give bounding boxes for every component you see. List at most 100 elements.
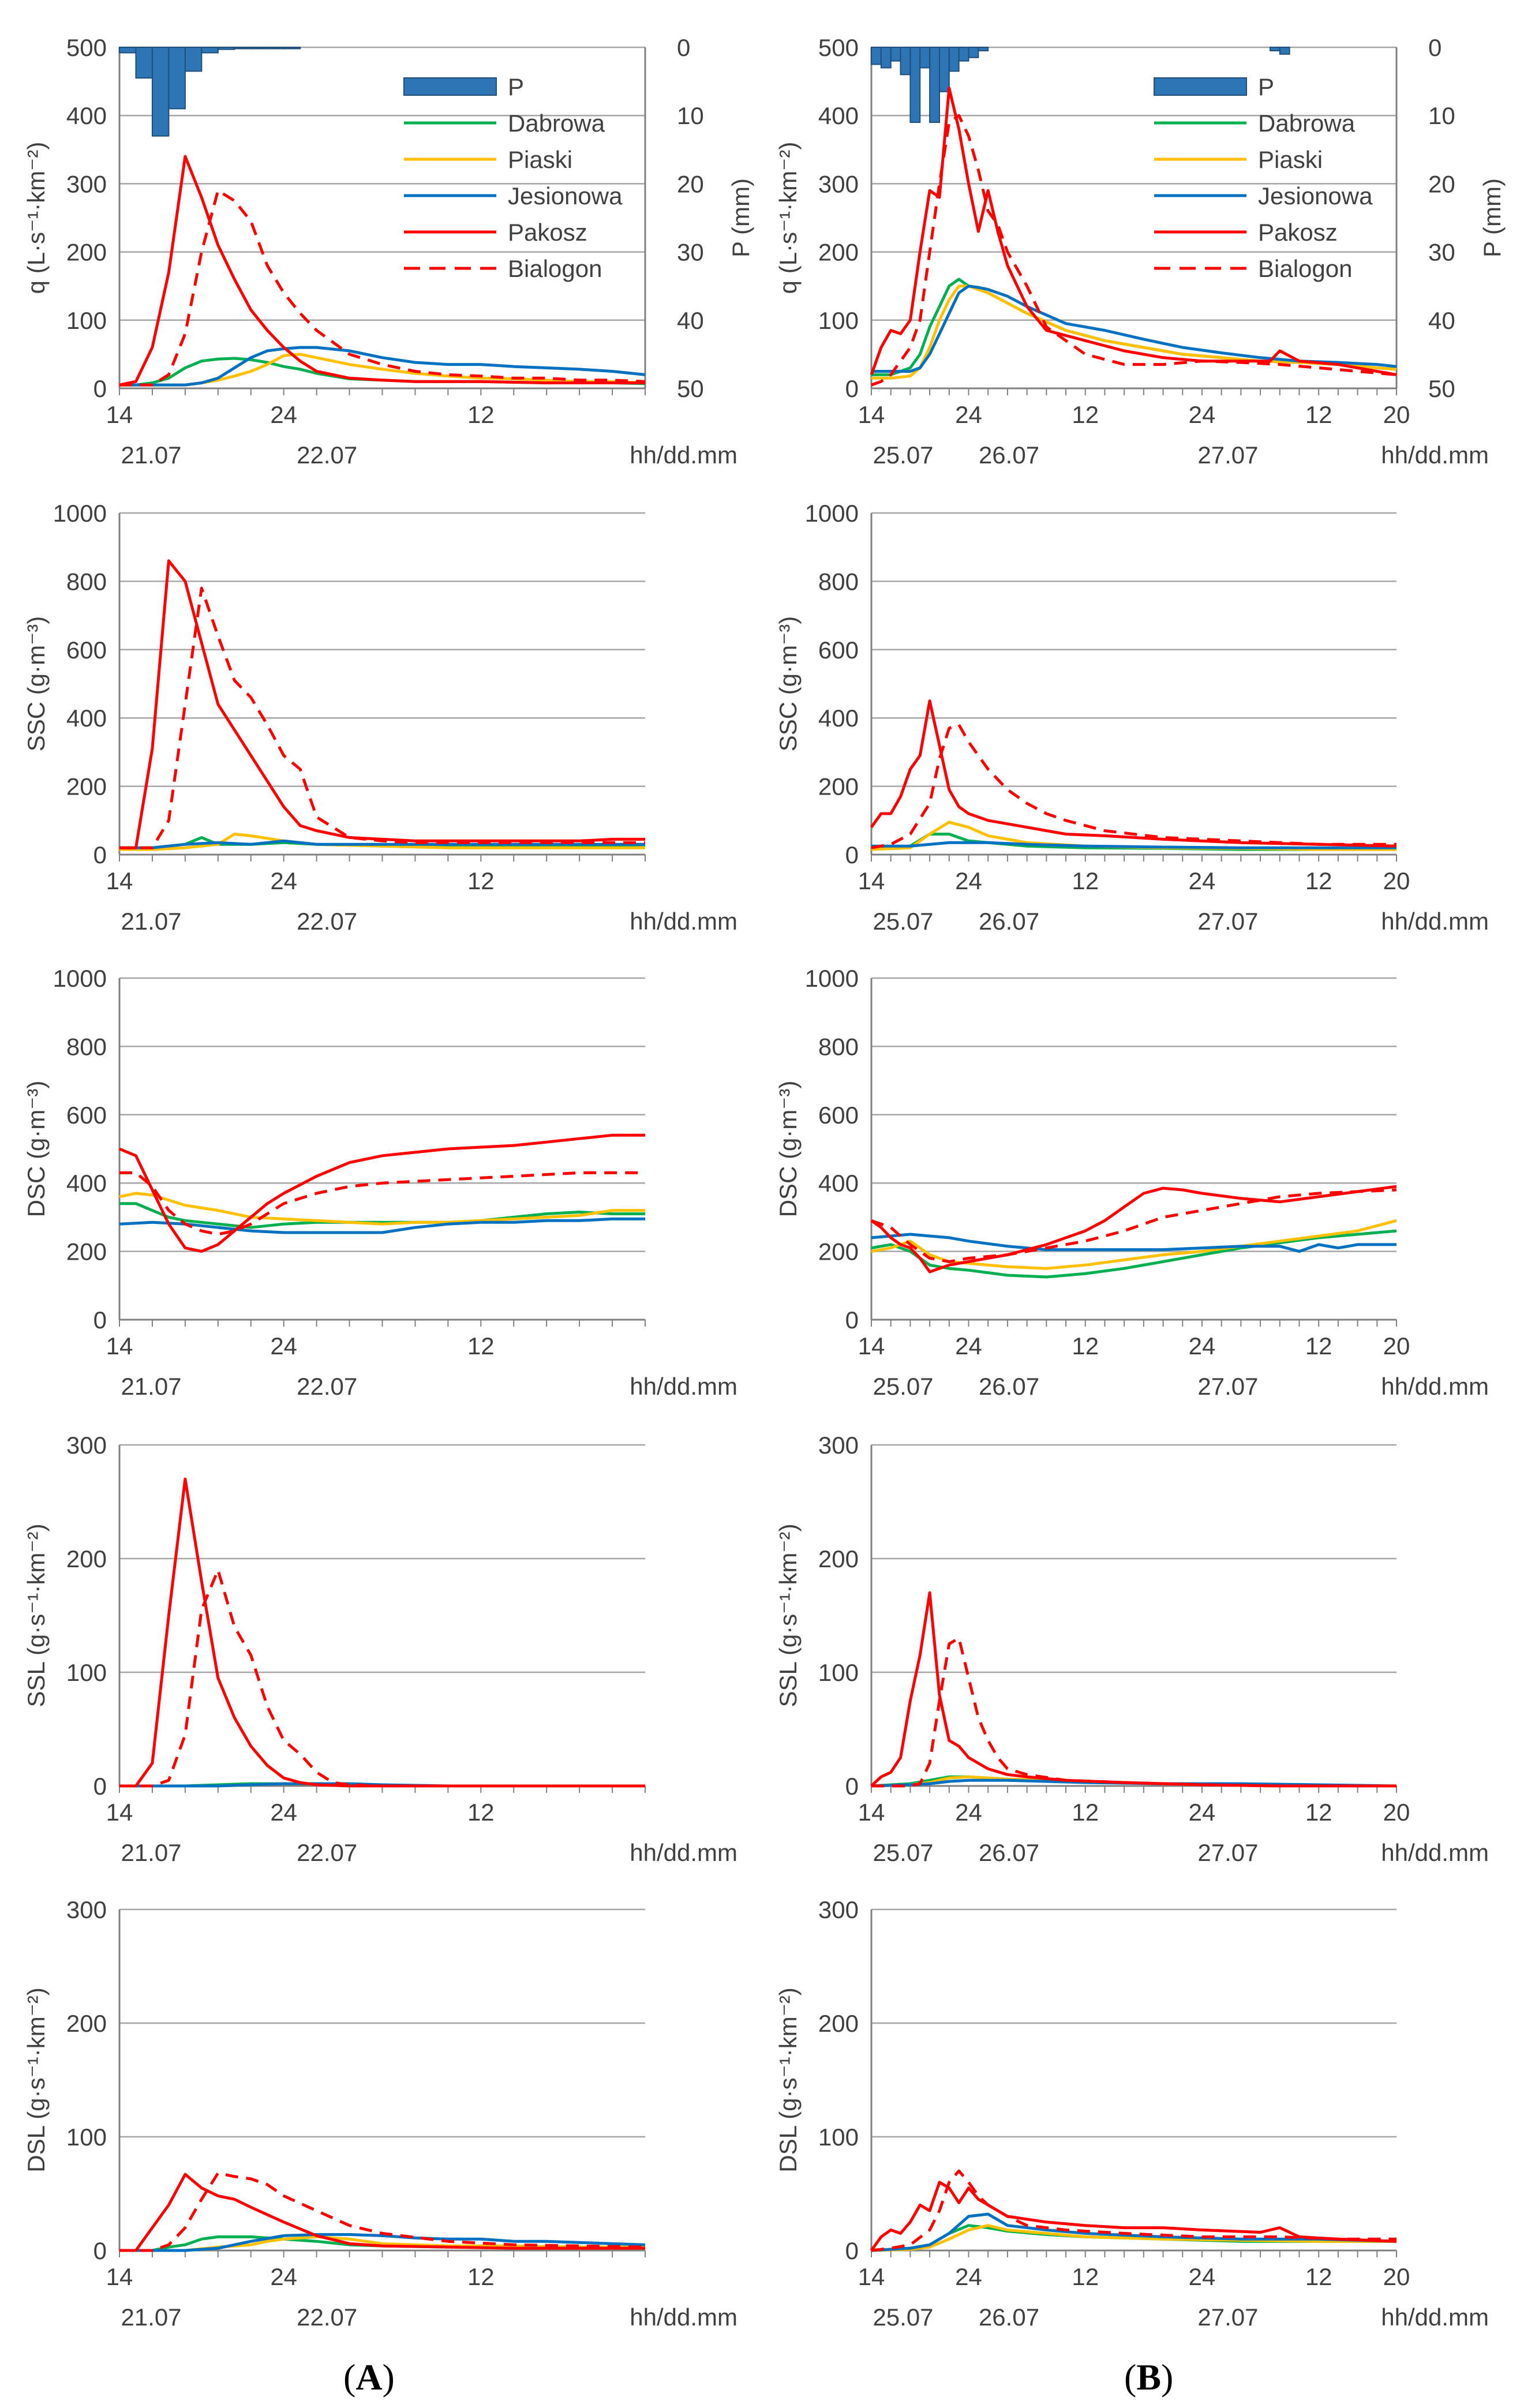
precip-bar [217, 47, 235, 50]
y2-tick-label: 50 [1428, 375, 1455, 402]
panel-label-a: (A) [343, 2357, 395, 2398]
x-date-label: 26.07 [979, 908, 1039, 935]
y-tick-label: 400 [818, 102, 859, 129]
y-tick-label: 100 [818, 307, 859, 334]
y-tick-label: 200 [818, 2010, 859, 2037]
y-tick-label: 800 [66, 1033, 107, 1060]
y-tick-label: 0 [845, 841, 859, 868]
y2-tick-label: 10 [677, 102, 704, 129]
series-line-jesionowa [119, 839, 645, 849]
y-axis-label: SSC (g·m⁻³) [23, 616, 50, 752]
x-tick-label: 24 [270, 867, 297, 894]
precip-bar [871, 47, 882, 65]
y2-tick-label: 0 [677, 34, 690, 61]
y-tick-label: 0 [93, 1773, 107, 1800]
series-line-pakosz [870, 699, 1397, 848]
precip-bar [1269, 47, 1281, 51]
x-tick-label: 12 [467, 401, 495, 428]
y-tick-label: 100 [818, 1659, 859, 1686]
x-date-label: 22.07 [297, 2304, 357, 2331]
panel-a-row-3: 0 200 400 600 800 1000 14 24 12 21.07 22.07 hh/dd.m… [23, 965, 737, 1400]
y-tick-label: 0 [93, 2237, 107, 2264]
series-line-piaski [119, 1192, 645, 1226]
precip-bar [890, 47, 901, 62]
x-date-label: 27.07 [1197, 1839, 1258, 1866]
precip-bar [929, 47, 940, 123]
y-axis-label: DSL (g·s⁻¹·km⁻²) [774, 1987, 802, 2172]
y-tick-label: 300 [66, 1432, 107, 1459]
x-date-label: 21.07 [121, 908, 181, 935]
x-tick-label: 24 [955, 1332, 982, 1360]
panel-a-row-5: 0 100 200 300 14 24 12 21.07 22.07 hh/dd.mm DSL (g… [23, 1896, 737, 2331]
y-tick-label: 1000 [805, 500, 859, 527]
y-tick-label: 1000 [805, 965, 859, 992]
legend-label: Bialogon [508, 255, 602, 282]
series-line-pakosz [119, 1133, 645, 1253]
y-tick-label: 1000 [53, 500, 107, 527]
panel-letter-b: B [1136, 2357, 1161, 2398]
series-line-pakosz [870, 1185, 1397, 1274]
y-tick-label: 600 [66, 636, 107, 664]
x-tick-label: 14 [858, 1799, 885, 1826]
y-axis-label: SSC (g·m⁻³) [774, 616, 802, 752]
x-tick-label: 20 [1383, 1799, 1410, 1826]
x-date-label: 26.07 [979, 2304, 1039, 2331]
x-date-label: 25.07 [873, 441, 933, 469]
series-line-jesionowa [119, 1217, 645, 1234]
series-line-bialogon [871, 1188, 1397, 1263]
y-tick-label: 400 [66, 705, 107, 732]
series-line-pakosz [119, 1477, 645, 1788]
x-tick-label: 12 [1072, 2263, 1099, 2290]
y-tick-label: 400 [818, 705, 859, 732]
x-tick-label: 14 [106, 867, 133, 894]
y-tick-label: 600 [818, 1102, 859, 1129]
legend-label: Pakosz [1258, 219, 1338, 246]
y2-axis-label: P (mm) [727, 178, 754, 257]
x-date-label: 25.07 [873, 2304, 933, 2331]
precip-bar [919, 47, 931, 69]
series-line-jesionowa [871, 1778, 1397, 1788]
x-tick-label: 14 [858, 401, 885, 428]
panel-b-row-2: 0 200 400 600 800 1000 14 24 12 24 12 20 25.07 26.07 2… [774, 500, 1489, 935]
series-line-bialogon [871, 2169, 1397, 2252]
series-line-jesionowa [871, 2212, 1397, 2252]
precip-bar [948, 47, 960, 72]
x-tick-label: 24 [1189, 2263, 1216, 2290]
y-tick-label: 400 [66, 1170, 107, 1197]
x-tick-label: 12 [1305, 401, 1332, 428]
y-tick-label: 300 [66, 1896, 107, 1923]
precip-bar [880, 47, 892, 69]
series-line-pakosz [870, 1591, 1397, 1788]
legend-label: P [508, 73, 524, 100]
x-tick-label: 24 [270, 1332, 297, 1360]
y-tick-label: 400 [66, 102, 107, 129]
panel-a-row-2: 0 200 400 600 800 1000 14 24 12 21.07 22.07 hh/dd.m… [23, 500, 737, 935]
x-unit-label: hh/dd.mm [630, 441, 737, 469]
y-tick-label: 800 [66, 568, 107, 595]
x-unit-label: hh/dd.mm [630, 1839, 737, 1866]
panel-b-row-5: 0 100 200 300 14 24 12 24 12 20 25.07 26.07 27.07 hh/… [774, 1896, 1489, 2331]
series-line-bialogon [119, 1568, 645, 1788]
y2-tick-label: 30 [677, 239, 704, 266]
y-tick-label: 200 [66, 1545, 107, 1572]
y-tick-label: 200 [818, 239, 859, 266]
precip-bar [900, 47, 911, 76]
y-tick-label: 200 [66, 773, 107, 800]
legend-label: P [1258, 73, 1274, 100]
x-tick-label: 12 [1305, 1332, 1332, 1360]
y-tick-label: 300 [818, 170, 859, 197]
x-tick-label: 24 [270, 401, 297, 428]
x-tick-label: 14 [106, 401, 133, 428]
x-tick-label: 20 [1383, 1332, 1410, 1360]
y-tick-label: 200 [818, 773, 859, 800]
x-unit-label: hh/dd.mm [1381, 441, 1489, 469]
legend-swatch-p [1154, 77, 1247, 96]
x-tick-label: 20 [1383, 2263, 1410, 2290]
y-tick-label: 1000 [53, 965, 107, 992]
x-date-label: 21.07 [121, 441, 181, 469]
legend-label: Dabrowa [1258, 110, 1356, 137]
y-tick-label: 500 [818, 34, 859, 61]
y-tick-label: 200 [66, 239, 107, 266]
